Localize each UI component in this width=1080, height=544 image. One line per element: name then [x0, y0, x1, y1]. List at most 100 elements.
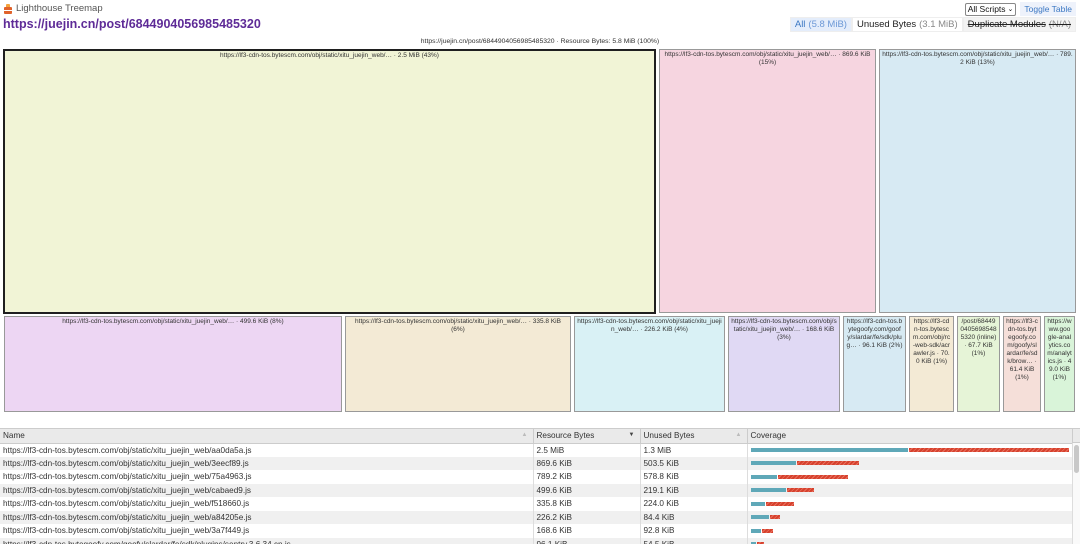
- cell-unused-bytes: 224.0 KiB: [640, 497, 748, 511]
- cell-name: https://lf3-cdn-tos.bytescm.com/obj/stat…: [0, 456, 534, 470]
- treemap-cell[interactable]: https://lf3-cdn-tos.bytescm.com/obj/stat…: [728, 316, 840, 412]
- page-url: https://juejin.cn/post/68449040569854853…: [3, 17, 261, 31]
- cell-name: https://lf3-cdn-tos.bytescm.com/obj/stat…: [0, 443, 534, 457]
- treemap-caption: https://juejin.cn/post/68449040569854853…: [420, 38, 660, 45]
- coverage-used: [750, 474, 777, 479]
- cell-name: https://lf3-cdn-tos.bytegoofy.com/goofy/…: [0, 537, 534, 544]
- cell-coverage: [747, 483, 1073, 497]
- treemap-cell[interactable]: https://lf3-cdn-tos.bytescm.com/obj/stat…: [574, 316, 725, 412]
- coverage-bar: [750, 448, 1069, 452]
- column-header-unused-bytes[interactable]: Unused Bytes ▲: [640, 429, 748, 444]
- table-row[interactable]: https://lf3-cdn-tos.bytescm.com/obj/stat…: [0, 443, 1073, 457]
- cell-resource-bytes: 869.6 KiB: [533, 456, 641, 470]
- treemap-cell[interactable]: https://www.google-analytics.com/analyti…: [1044, 316, 1075, 412]
- treemap-cell[interactable]: https://lf3-cdn-tos.bytegoofy.com/goofy/…: [1003, 316, 1041, 412]
- table-row[interactable]: https://lf3-cdn-tos.bytescm.com/obj/stat…: [0, 456, 1073, 470]
- table-row[interactable]: https://lf3-cdn-tos.bytescm.com/obj/stat…: [0, 524, 1073, 538]
- coverage-unused: [765, 501, 794, 506]
- coverage-unused: [756, 542, 764, 544]
- coverage-used: [750, 528, 761, 533]
- column-header-resource-bytes[interactable]: Resource Bytes ▼: [533, 429, 641, 444]
- treemap-cell[interactable]: https://lf3-cdn-tos.bytescm.com/obj/stat…: [3, 49, 656, 314]
- treemap-cell[interactable]: https://lf3-cdn-tos.bytegoofy.com/goofy/…: [843, 316, 906, 412]
- cell-resource-bytes: 499.6 KiB: [533, 483, 641, 497]
- cell-unused-bytes: 219.1 KiB: [640, 483, 748, 497]
- cell-resource-bytes: 168.6 KiB: [533, 524, 641, 538]
- lighthouse-icon: [4, 3, 12, 14]
- coverage-used: [750, 461, 796, 466]
- mode-unused-bytes-tab[interactable]: Unused Bytes (3.1 MiB): [851, 17, 963, 32]
- scripts-table: Name ▲ Resource Bytes ▼ Unused Bytes ▲ Cove…: [0, 428, 1080, 544]
- treemap-cell[interactable]: https://lf3-cdn-tos.bytescm.com/obj/rc-w…: [909, 316, 954, 412]
- treemap-cell[interactable]: https://lf3-cdn-tos.bytescm.com/obj/stat…: [879, 49, 1076, 313]
- coverage-unused: [769, 515, 780, 520]
- table-row[interactable]: https://lf3-cdn-tos.bytescm.com/obj/stat…: [0, 470, 1073, 484]
- table-row[interactable]: https://lf3-cdn-tos.bytescm.com/obj/stat…: [0, 497, 1073, 511]
- column-header-name[interactable]: Name ▲: [0, 429, 534, 444]
- scripts-select-value: All Scripts: [967, 4, 1006, 14]
- sort-desc-icon: ▼: [628, 432, 635, 438]
- scrollbar-thumb[interactable]: [1074, 445, 1079, 473]
- column-header-coverage[interactable]: Coverage: [747, 429, 1073, 444]
- column-label: Unused Bytes: [643, 431, 695, 441]
- mode-label: Unused Bytes: [856, 19, 917, 30]
- cell-coverage: [747, 510, 1073, 524]
- cell-coverage: [747, 470, 1073, 484]
- table-header-row: Name ▲ Resource Bytes ▼ Unused Bytes ▲ Cove…: [0, 429, 1073, 444]
- header: Lighthouse Treemap https://juejin.cn/pos…: [0, 0, 1080, 38]
- coverage-bar: [750, 461, 1069, 466]
- treemap-cell[interactable]: /post/6844904056985485320 (inline) · 67.…: [957, 316, 1000, 412]
- column-label: Coverage: [750, 431, 787, 441]
- coverage-bar: [750, 542, 1069, 544]
- table-scrollbar[interactable]: [1072, 443, 1080, 544]
- mode-size: (N/A): [1048, 19, 1071, 30]
- mode-size: (3.1 MiB): [919, 19, 958, 30]
- table-row[interactable]: https://lf3-cdn-tos.bytescm.com/obj/stat…: [0, 483, 1073, 497]
- mode-all-tab[interactable]: All (5.8 MiB): [789, 17, 852, 32]
- table-row[interactable]: https://lf3-cdn-tos.bytegoofy.com/goofy/…: [0, 537, 1073, 544]
- cell-unused-bytes: 1.3 MiB: [640, 443, 748, 457]
- chevron-down-icon: ⌄: [1007, 6, 1014, 13]
- cell-coverage: [747, 497, 1073, 511]
- cell-name: https://lf3-cdn-tos.bytescm.com/obj/stat…: [0, 510, 534, 524]
- treemap-cell[interactable]: https://lf3-cdn-tos.bytescm.com/obj/stat…: [4, 316, 342, 412]
- cell-coverage: [747, 524, 1073, 538]
- cell-coverage: [747, 443, 1073, 457]
- mode-duplicate-modules-tab[interactable]: Duplicate Modules (N/A): [962, 17, 1076, 32]
- column-label: Resource Bytes: [536, 431, 595, 441]
- cell-name: https://lf3-cdn-tos.bytescm.com/obj/stat…: [0, 497, 534, 511]
- mode-label: All: [794, 19, 806, 30]
- view-mode-tabs: All (5.8 MiB) Unused Bytes (3.1 MiB) Dup…: [789, 17, 1076, 32]
- toggle-table-button[interactable]: Toggle Table: [1020, 2, 1076, 16]
- coverage-used: [750, 448, 908, 452]
- mode-label: Duplicate Modules: [967, 19, 1046, 30]
- cell-unused-bytes: 578.8 KiB: [640, 470, 748, 484]
- cell-resource-bytes: 335.8 KiB: [533, 497, 641, 511]
- cell-resource-bytes: 789.2 KiB: [533, 470, 641, 484]
- cell-unused-bytes: 84.4 KiB: [640, 510, 748, 524]
- table-row[interactable]: https://lf3-cdn-tos.bytescm.com/obj/stat…: [0, 510, 1073, 524]
- treemap-cell[interactable]: https://lf3-cdn-tos.bytescm.com/obj/stat…: [345, 316, 571, 412]
- coverage-unused: [761, 528, 773, 533]
- cell-coverage: [747, 537, 1073, 544]
- coverage-bar: [750, 474, 1069, 479]
- cell-name: https://lf3-cdn-tos.bytescm.com/obj/stat…: [0, 524, 534, 538]
- coverage-used: [750, 488, 786, 493]
- coverage-unused: [796, 461, 859, 466]
- cell-unused-bytes: 503.5 KiB: [640, 456, 748, 470]
- cell-resource-bytes: 226.2 KiB: [533, 510, 641, 524]
- column-label: Name: [3, 431, 25, 441]
- controls: All Scripts ⌄ Toggle Table: [964, 2, 1076, 16]
- app-title: Lighthouse Treemap: [4, 3, 103, 14]
- coverage-unused: [786, 488, 814, 493]
- cell-resource-bytes: 2.5 MiB: [533, 443, 641, 457]
- coverage-unused: [908, 448, 1069, 452]
- treemap-cell[interactable]: https://lf3-cdn-tos.bytescm.com/obj/stat…: [659, 49, 876, 313]
- coverage-unused: [777, 474, 848, 479]
- treemap: https://lf3-cdn-tos.bytescm.com/obj/stat…: [0, 46, 1080, 414]
- scripts-select[interactable]: All Scripts ⌄: [964, 2, 1017, 16]
- cell-name: https://lf3-cdn-tos.bytescm.com/obj/stat…: [0, 470, 534, 484]
- cell-unused-bytes: 92.8 KiB: [640, 524, 748, 538]
- scrollbar-header: [1072, 429, 1080, 443]
- cell-name: https://lf3-cdn-tos.bytescm.com/obj/stat…: [0, 483, 534, 497]
